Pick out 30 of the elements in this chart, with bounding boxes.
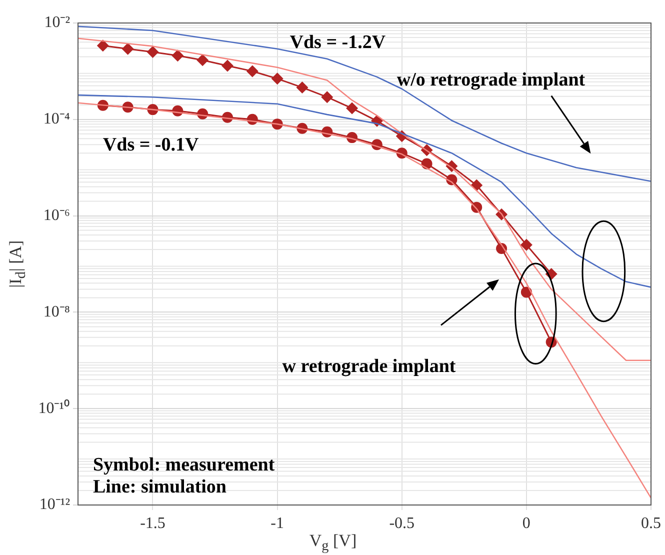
x-tick-label: -0.5: [389, 514, 415, 532]
x-axis-title: V$_{g}$ [V]: [309, 530, 357, 555]
y-tick-label: 10⁻⁶: [43, 207, 70, 224]
annotation: w/o retrograde implant: [396, 69, 586, 90]
y-tick-label: 10⁻¹⁰: [38, 398, 70, 417]
annotation: w retrograde implant: [282, 356, 456, 378]
point: [146, 46, 159, 58]
x-tick-label: -1: [270, 514, 284, 532]
y-tick-label: 10⁻²: [44, 14, 70, 32]
point: [172, 50, 184, 62]
x-tick-label: 0.5: [641, 514, 661, 532]
point: [346, 102, 358, 114]
y-tick-label: 10⁻⁴: [43, 110, 70, 128]
x-tick-label: 0: [522, 514, 530, 532]
point: [122, 42, 134, 55]
annotation: Symbol: measurement: [92, 454, 276, 476]
annotation: Vds = -0.1V: [102, 134, 199, 156]
point: [271, 72, 284, 85]
point: [221, 60, 234, 72]
point: [520, 238, 532, 251]
point: [96, 40, 109, 52]
point: [196, 54, 209, 66]
point: [296, 81, 308, 94]
y-tick-label: 10⁻⁸: [43, 303, 70, 320]
x-tick-label: -1.5: [140, 514, 166, 532]
y-tick-label: 10⁻¹²: [39, 496, 70, 514]
annotation: Vds = -1.2V: [290, 32, 386, 54]
point: [246, 65, 258, 78]
point: [321, 91, 334, 104]
annotation: Line: simulation: [92, 476, 227, 498]
